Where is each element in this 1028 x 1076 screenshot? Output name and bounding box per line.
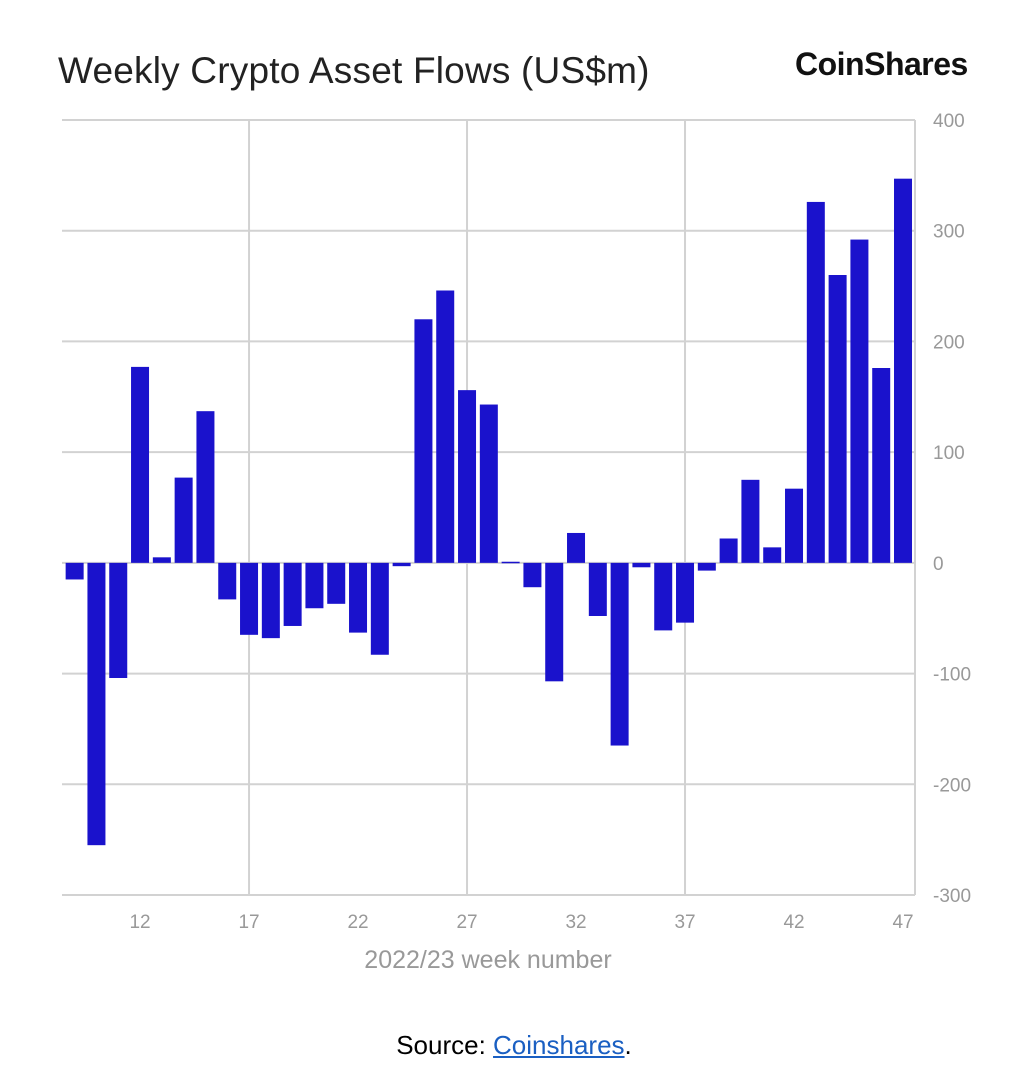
x-tick-label: 17 — [238, 912, 259, 933]
y-tick-label: -300 — [933, 886, 971, 907]
x-tick-label: 32 — [565, 912, 586, 933]
y-tick-label: 400 — [933, 111, 965, 132]
bar-week-43 — [806, 201, 825, 563]
bar-week-40 — [741, 479, 760, 563]
x-tick-label: 22 — [347, 912, 368, 933]
y-tick-label: 300 — [933, 222, 965, 243]
bar-week-46 — [872, 368, 891, 563]
bar-week-11 — [109, 562, 128, 678]
bars — [65, 178, 913, 846]
bar-week-17 — [240, 562, 259, 635]
y-tick-label: 100 — [933, 443, 965, 464]
bar-week-15 — [196, 411, 215, 563]
bar-week-19 — [283, 562, 302, 626]
bar-week-44 — [828, 275, 847, 563]
bar-week-39 — [719, 538, 738, 563]
x-axis-label: 2022/23 week number — [364, 946, 611, 974]
bar-week-38 — [697, 562, 716, 571]
source-link[interactable]: Coinshares — [493, 1030, 625, 1060]
bar-week-29 — [501, 561, 520, 564]
source-line: Source: Coinshares. — [0, 1030, 1028, 1061]
bar-week-31 — [545, 562, 564, 682]
bar-chart: 400 300 200 100 0 -100 -200 -300 12 17 22 27 32 37 42… — [62, 111, 971, 974]
y-tick-label: -100 — [933, 665, 971, 686]
source-prefix: Source: — [396, 1030, 494, 1060]
y-axis-ticks: 400 300 200 100 0 -100 -200 -300 — [933, 111, 971, 907]
y-tick-label: 0 — [933, 554, 944, 575]
chart-title: Weekly Crypto Asset Flows (US$m) — [58, 50, 650, 91]
bar-week-34 — [610, 562, 629, 746]
bar-week-32 — [567, 532, 586, 563]
bar-week-45 — [850, 239, 869, 563]
bar-week-16 — [218, 562, 237, 600]
bar-week-27 — [458, 390, 477, 563]
x-tick-label: 12 — [129, 912, 150, 933]
bar-week-25 — [414, 319, 433, 563]
bar-week-37 — [676, 562, 695, 623]
bar-week-12 — [131, 366, 150, 563]
bar-week-30 — [523, 562, 542, 588]
y-tick-label: 200 — [933, 332, 965, 353]
bar-week-9 — [65, 562, 84, 580]
bar-week-14 — [174, 477, 193, 563]
bar-week-33 — [588, 562, 607, 616]
x-tick-label: 42 — [783, 912, 804, 933]
bar-week-24 — [392, 562, 411, 567]
bar-week-47 — [894, 178, 913, 563]
x-tick-label: 47 — [892, 912, 913, 933]
bar-week-35 — [632, 562, 651, 568]
coinshares-logo: CoinShares — [795, 46, 968, 82]
bar-week-36 — [654, 562, 673, 631]
y-tick-label: -200 — [933, 775, 971, 796]
x-axis-ticks: 12 17 22 27 32 37 42 47 — [129, 912, 913, 933]
bar-week-23 — [370, 562, 389, 655]
bar-week-10 — [87, 562, 106, 846]
bar-week-21 — [327, 562, 346, 604]
bar-week-20 — [305, 562, 324, 609]
bar-week-41 — [763, 547, 782, 563]
source-suffix: . — [624, 1030, 632, 1060]
x-tick-label: 37 — [674, 912, 695, 933]
bar-week-26 — [436, 290, 455, 563]
x-tick-label: 27 — [456, 912, 477, 933]
bar-week-28 — [479, 404, 498, 563]
bar-week-22 — [349, 562, 368, 633]
bar-week-13 — [152, 557, 171, 563]
bar-week-18 — [261, 562, 280, 639]
bar-week-42 — [785, 488, 804, 563]
